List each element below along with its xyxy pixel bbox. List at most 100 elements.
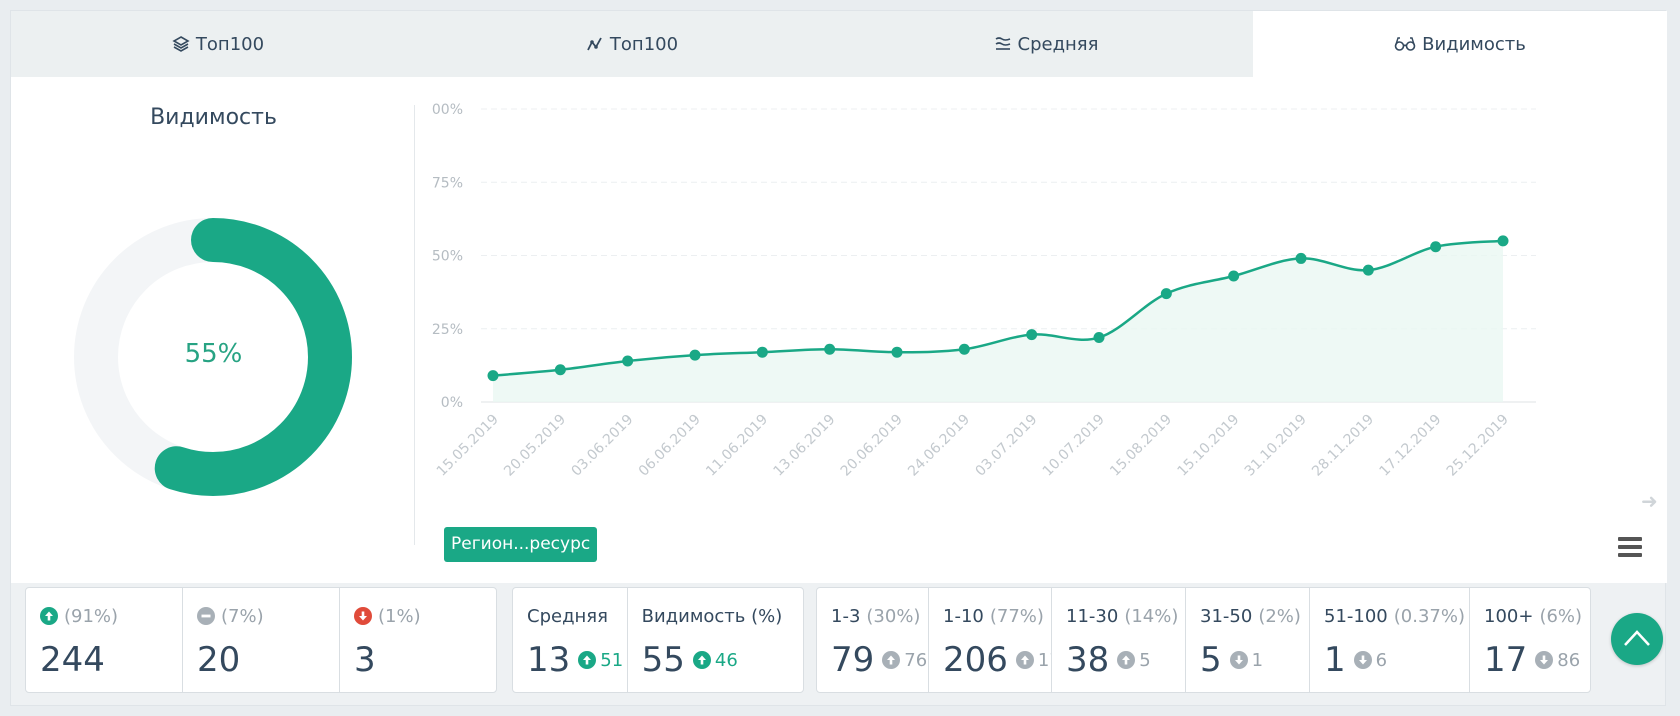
data-point[interactable] [958,343,970,355]
metric-delta: 51 [600,649,624,671]
x-tick-label: 20.05.2019 [501,412,569,480]
range-label: 31-50 [1200,605,1253,627]
range-pct: (30%) [866,605,921,627]
arrow-up-circle-icon [1015,651,1034,669]
data-point[interactable] [554,364,566,376]
range-label: 51-100 [1324,605,1388,627]
data-point[interactable] [1295,252,1307,264]
stat-value: 3 [354,640,376,680]
data-point[interactable] [824,343,836,355]
data-point[interactable] [1228,270,1240,282]
stat-pct: (91%) [64,605,119,627]
range-51-100: 51-100 (0.37%) 1 6 [1310,588,1470,692]
arrow-down-circle-icon [1353,651,1372,669]
x-tick-label: 15.05.2019 [434,412,502,480]
data-point[interactable] [756,346,768,358]
stat-pct: (7%) [221,605,264,627]
data-point[interactable] [622,355,634,367]
chevron-up-icon [1624,630,1650,646]
data-point[interactable] [1430,241,1442,253]
y-tick-label: 100% [431,102,463,118]
data-point[interactable] [1497,235,1509,247]
arrow-up-circle-icon [1117,651,1136,669]
scroll-to-top-button[interactable] [1611,613,1663,665]
x-tick-label: 20.06.2019 [838,412,906,480]
x-tick-label: 24.06.2019 [905,412,973,480]
donut-value: 55% [184,339,243,369]
x-tick-label: 10.07.2019 [1040,412,1108,480]
stat-value: 20 [197,640,241,680]
stat-down: (1%) 3 [340,588,496,692]
range-1-10: 1-10(77%) 206 17 [929,588,1052,692]
x-tick-label: 25.12.2019 [1444,412,1512,480]
range-value: 5 [1200,640,1222,680]
metric-average: Средняя 13 51 [513,588,628,692]
x-tick-label: 28.11.2019 [1309,412,1377,480]
range-value: 206 [943,640,1008,680]
y-axis: 0% 25% 50% 75% 100% [431,102,463,411]
range-11-30: 11-30 (14%) 38 5 [1052,588,1186,692]
range-pct: (0.37%) [1393,605,1465,627]
metric-delta: 46 [714,649,738,671]
range-value: 1 [1324,640,1346,680]
panel-divider [414,105,415,545]
tab-top100-trend[interactable]: Топ100 [425,11,839,77]
stat-pct: (1%) [378,605,421,627]
range-delta: 1 [1251,649,1264,671]
data-point[interactable] [487,370,499,382]
range-label: 11-30 [1066,605,1119,627]
glasses-icon [1394,37,1416,51]
arrow-right-icon[interactable]: ➜ [1641,489,1658,513]
minus-circle-icon [197,607,215,625]
range-pct: (6%) [1539,605,1583,627]
layers-icon [172,36,190,52]
range-delta: 6 [1375,649,1388,671]
region-legend-button[interactable]: Регион...ресурс [444,527,598,562]
tab-top100-layers[interactable]: Топ100 [11,11,425,77]
x-tick-label: 13.06.2019 [770,412,838,480]
range-pct: (14%) [1124,605,1179,627]
changes-card: (91%) 244 (7%) 20 (1%) 3 [25,587,497,693]
range-value: 17 [1484,640,1528,680]
series-points [487,235,1509,382]
range-label: 1-3 [831,605,861,627]
arrow-up-circle-icon [578,651,597,669]
range-pct: (77%) [989,605,1044,627]
arrow-up-circle-icon [882,651,901,669]
stat-up: (91%) 244 [26,588,183,692]
x-tick-label: 31.10.2019 [1242,412,1310,480]
range-31-50: 31-50 (2%) 5 1 [1186,588,1310,692]
range-label: 100+ [1484,605,1534,627]
x-tick-label: 03.07.2019 [972,412,1040,480]
y-tick-label: 25% [432,322,463,338]
x-axis: 15.05.2019 20.05.2019 03.06.2019 06.06.2019… [434,412,1512,480]
x-tick-label: 15.08.2019 [1107,412,1175,480]
arrow-up-circle-icon [692,651,711,669]
y-tick-label: 0% [441,395,463,411]
x-tick-label: 17.12.2019 [1376,412,1444,480]
tab-visibility[interactable]: Видимость [1253,11,1667,77]
range-pct: (2%) [1258,605,1301,627]
data-point[interactable] [1093,332,1105,344]
data-point[interactable] [1160,288,1172,300]
range-delta: 17 [1037,649,1051,671]
y-tick-label: 75% [432,175,463,191]
donut-title: Видимость [150,105,277,130]
data-point[interactable] [891,346,903,358]
tab-average[interactable]: Средняя [839,11,1253,77]
data-point[interactable] [1362,264,1374,276]
dashboard-frame: Топ100 Топ100 Средняя Видимость Видимост… [10,10,1667,706]
data-point[interactable] [1026,329,1038,341]
donut-arc [74,218,352,496]
x-tick-label: 03.06.2019 [568,412,636,480]
range-value: 79 [831,640,875,680]
visibility-panel: Видимость 55% 0% 25% 50% 75% 100% 15.05.2019… [11,77,1667,583]
tab-bar: Топ100 Топ100 Средняя Видимость [11,11,1667,77]
data-point[interactable] [689,349,701,361]
metric-label: Средняя [527,605,608,627]
metric-label: Видимость (%) [641,605,783,627]
hamburger-menu-icon[interactable] [1618,537,1642,557]
series-line [492,239,1504,377]
stat-same: (7%) 20 [183,588,340,692]
metric-value: 55 [641,640,685,680]
